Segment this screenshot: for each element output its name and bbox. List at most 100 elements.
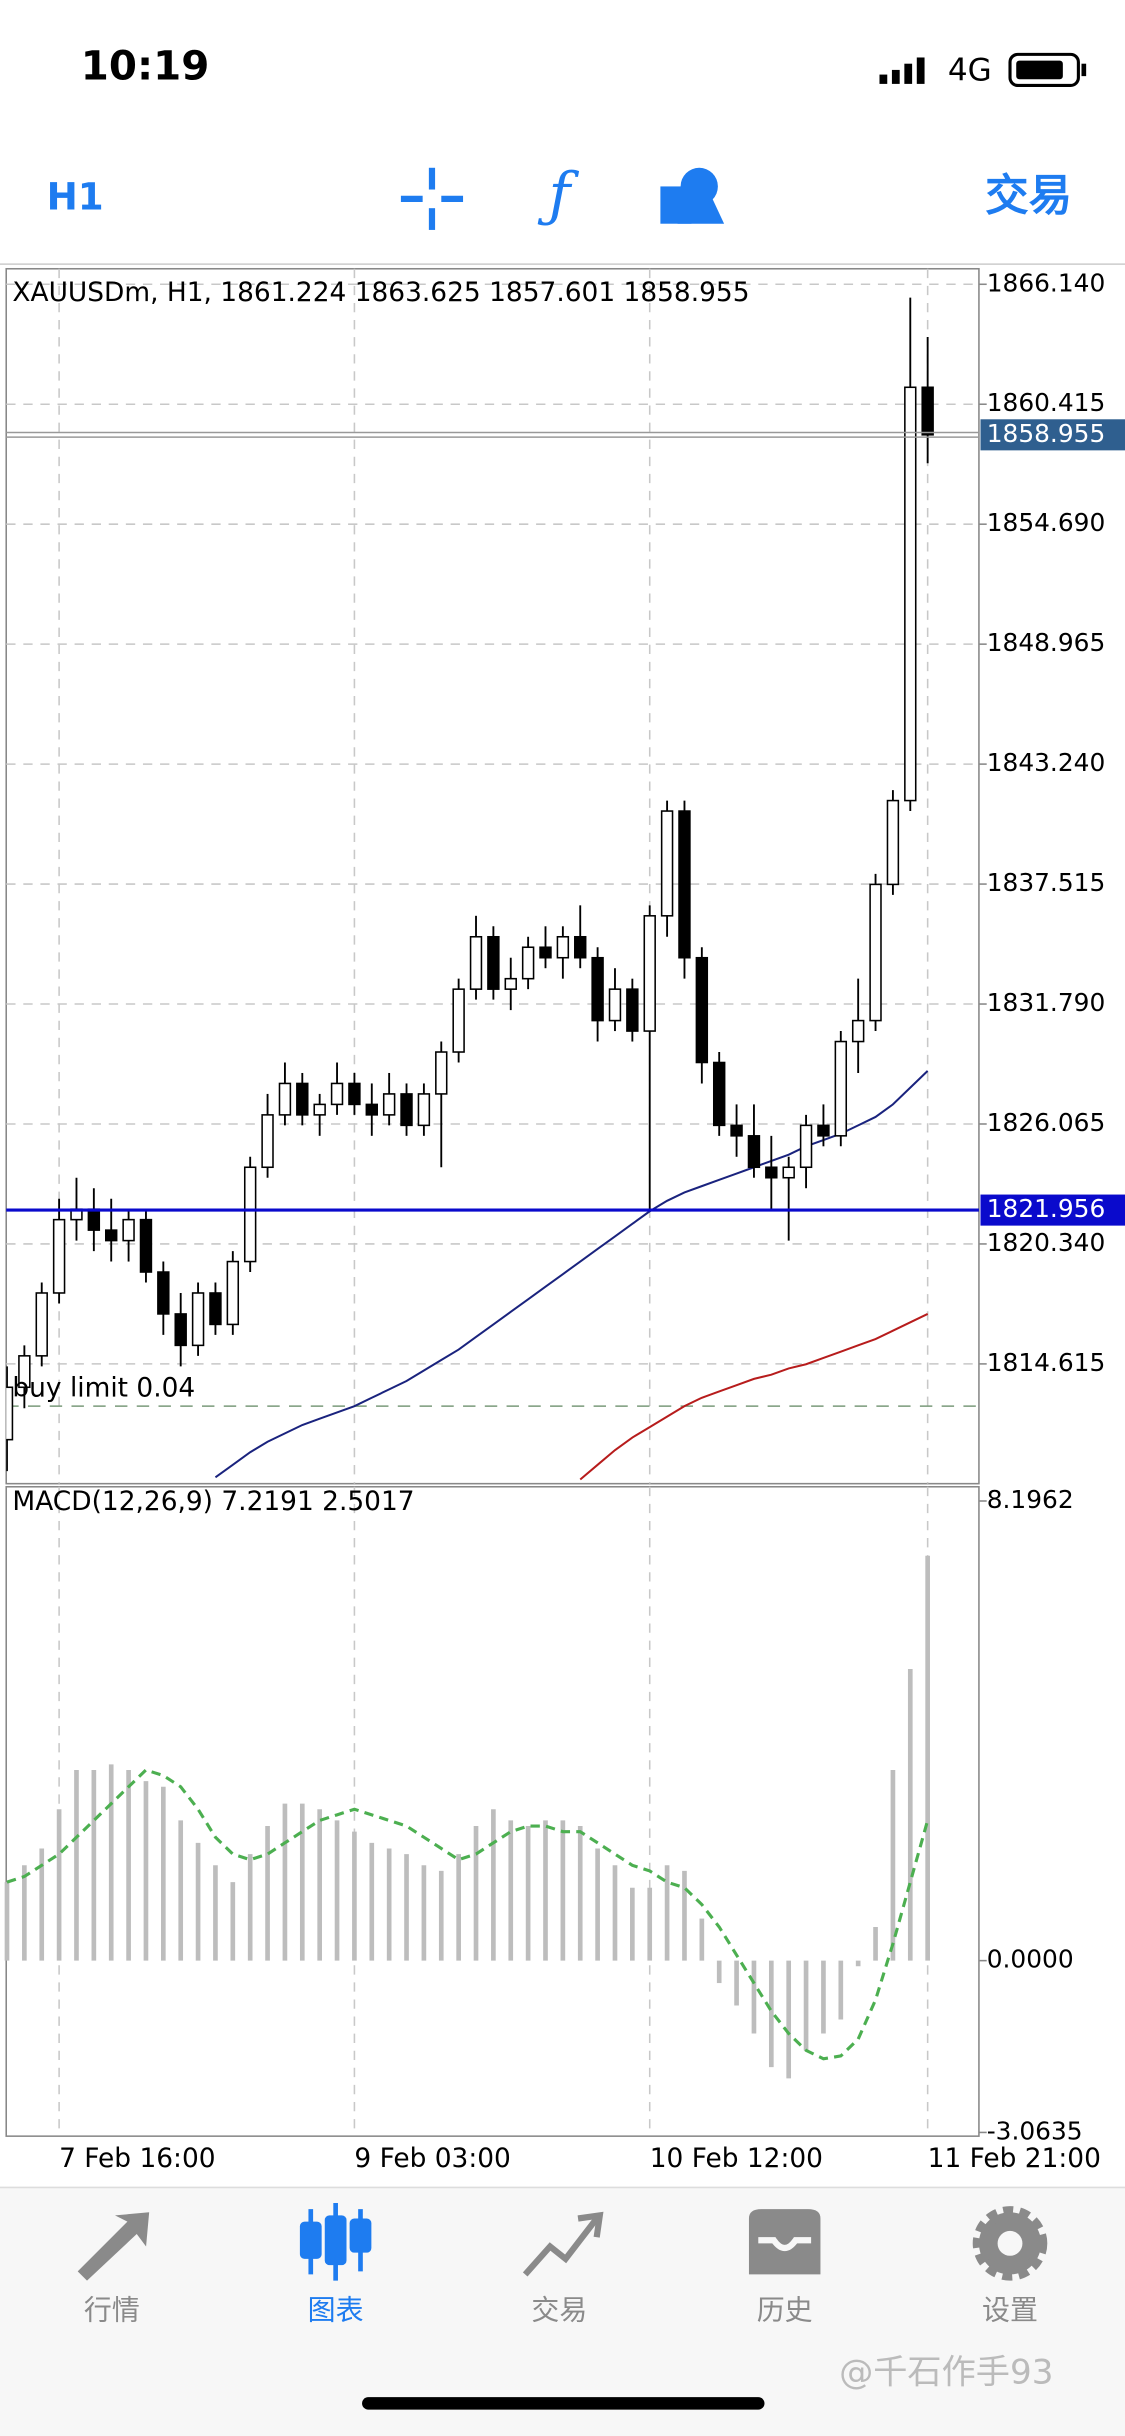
indicator-button[interactable]: ƒ [537,159,579,228]
candle-body [174,1313,187,1347]
y-tick-label: 0.0000 [987,1945,1074,1974]
y-tick-label: 1831.790 [987,988,1106,1017]
quotes-icon[interactable] [77,2212,150,2281]
candle-body [35,1292,48,1357]
candle-body [591,956,604,1022]
candle-body [105,1229,118,1242]
candle-body [521,946,535,980]
candle-body [139,1218,153,1273]
plot-area [6,297,979,1481]
clock: 10:19 [81,42,210,89]
y-tick-label: 1860.415 [987,388,1106,417]
candle-body [799,1124,813,1169]
level-label: 1821.956 [987,1194,1106,1223]
candle-body [209,1292,222,1326]
candle-body [157,1271,170,1315]
price-label: 1858.955 [987,419,1106,448]
tab-label[interactable]: 图表 [308,2294,364,2327]
candle-body [851,1019,865,1043]
chart-title: MACD(12,26,9) 7.2191 2.5017 [12,1486,414,1517]
candle-body [886,799,900,886]
settings-icon[interactable] [972,2206,1048,2281]
candle-body [765,1166,778,1179]
candle-body [382,1093,396,1116]
candle-body [122,1218,135,1242]
candle-body [608,988,622,1022]
home-indicator [362,2397,765,2410]
price-tag [980,419,1125,451]
tab-icons [77,2202,1048,2281]
candle-body [452,988,465,1053]
candle-body [782,1166,795,1179]
chart-title: XAUUSDm, H1, 1861.224 1863.625 1857.601 … [12,277,749,308]
y-tick-label: 1848.965 [987,628,1106,657]
candle-body [712,1061,726,1127]
candle-body [504,977,517,990]
order-label: buy limit 0.04 [12,1373,195,1404]
y-tick-label: 1814.615 [987,1348,1106,1377]
candle-body [330,1082,344,1106]
candle-body [52,1218,66,1294]
watermark: @千石作手93 [839,2352,1053,2392]
tab-label[interactable]: 历史 [757,2294,813,2327]
x-tick-label: 11 Feb 21:00 [928,2143,1101,2174]
candle-body [834,1040,848,1137]
trade-icon[interactable] [522,2211,604,2277]
candle-body [313,1103,326,1116]
candle-body [243,1166,257,1263]
candle-body [643,915,656,1032]
y-tick-label: 1837.515 [987,868,1106,897]
trade-button[interactable]: 交易 [985,171,1072,221]
candle-body [695,956,709,1064]
candle-body [539,946,552,959]
charts: 7 Feb 16:00 9 Feb 03:00 10 Feb 12:00 11 Feb… [4,267,1125,2174]
y-tick-label: 1854.690 [987,508,1106,537]
y-tick-label: 8.1962 [987,1485,1074,1514]
crosshair-button[interactable] [400,167,464,230]
candle-body [921,386,934,436]
objects-button[interactable] [660,167,725,224]
y-tick-label: 1826.065 [987,1108,1106,1137]
candle-body [487,935,500,990]
battery-icon [1008,52,1087,87]
candle-body [191,1292,205,1347]
level-tag [980,1194,1125,1226]
candle-body [278,1082,292,1116]
candle-body [435,1051,448,1095]
candle-body [730,1124,743,1137]
price-panel [5,267,980,1485]
tab-label[interactable]: 交易 [531,2294,587,2327]
candle-body [747,1135,761,1169]
candle-body [6,1386,14,1441]
candle-body [904,386,917,802]
candle-body [261,1114,274,1169]
x-tick-label: 9 Feb 03:00 [354,2143,510,2174]
y-tick-label: 1843.240 [987,748,1106,777]
candle-body [469,935,483,990]
y-tick-label: -3.0635 [987,2116,1083,2145]
tab-label[interactable]: 设置 [982,2294,1038,2327]
candle-body [400,1093,413,1127]
candle-body [574,935,587,959]
y-tick-label: 1866.140 [987,268,1106,297]
history-icon[interactable] [748,2209,821,2275]
period-button[interactable]: H1 [47,174,104,218]
candle-body [556,935,570,959]
candle-body [817,1124,830,1137]
network: 4G [948,52,992,88]
candle-body [226,1260,240,1326]
candle-body [869,883,882,1022]
candle-body [348,1082,361,1106]
candle-body [417,1093,431,1127]
tab-label[interactable]: 行情 [84,2294,140,2327]
moving-average [579,1313,929,1481]
x-tick-label: 7 Feb 16:00 [59,2143,215,2174]
candle-body [660,810,674,917]
chart-icon[interactable] [299,2202,372,2281]
candle-body [18,1355,31,1389]
candle-body [678,810,691,959]
candle-body [626,988,639,1032]
